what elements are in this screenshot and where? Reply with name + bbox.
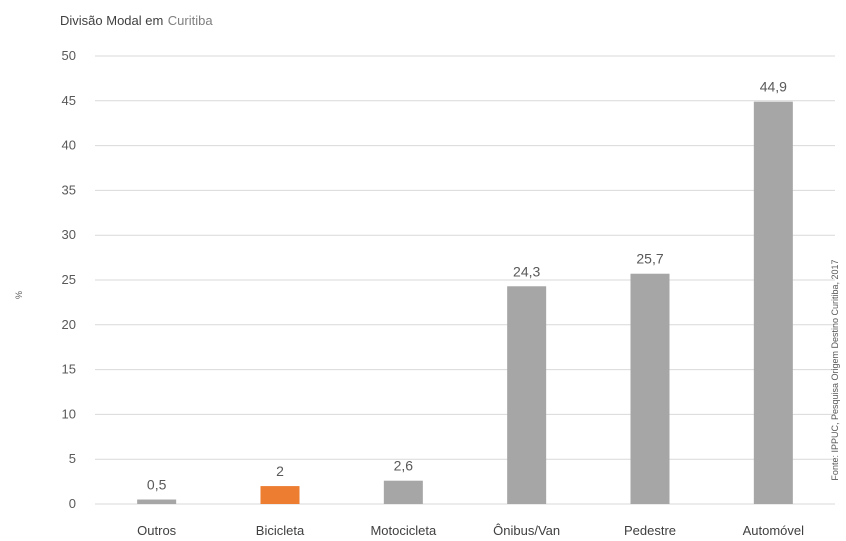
y-tick-label: 25 xyxy=(62,272,76,287)
y-tick-label: 30 xyxy=(62,227,76,242)
y-tick-label: 50 xyxy=(62,48,76,63)
bar-2 xyxy=(383,480,423,504)
x-axis-categories: Outros Bicicleta Motocicleta Ônibus/Van Pede… xyxy=(137,523,804,538)
chart-title: Divisão Modal em Curitiba xyxy=(60,12,213,29)
y-tick-label: 35 xyxy=(62,182,76,197)
category-label-5: Automóvel xyxy=(743,523,805,538)
category-label-2: Motocicleta xyxy=(370,523,437,538)
category-label-0: Outros xyxy=(137,523,177,538)
data-label-2: 2,6 xyxy=(394,458,414,474)
y-tick-label: 10 xyxy=(62,406,76,421)
y-tick-label: 40 xyxy=(62,138,76,153)
bar-3 xyxy=(507,286,547,504)
y-tick-label: 15 xyxy=(62,362,76,377)
y-tick-label: 5 xyxy=(69,451,76,466)
y-tick-label: 20 xyxy=(62,317,76,332)
y-axis-label: % xyxy=(14,291,24,299)
bar-1 xyxy=(260,486,300,504)
category-label-1: Bicicleta xyxy=(256,523,305,538)
data-label-3: 24,3 xyxy=(513,263,540,279)
category-label-4: Pedestre xyxy=(624,523,676,538)
gridlines xyxy=(95,55,835,505)
chart-title-highlight: Curitiba xyxy=(168,13,214,28)
bar-5 xyxy=(753,101,793,505)
bar-0 xyxy=(137,499,177,504)
data-label-4: 25,7 xyxy=(636,251,663,267)
category-label-3: Ônibus/Van xyxy=(493,523,560,538)
y-axis-ticks: 0 5 10 15 20 25 30 35 40 45 50 xyxy=(62,48,76,511)
bar-4 xyxy=(630,273,670,504)
data-label-0: 0,5 xyxy=(147,477,167,493)
y-tick-label: 0 xyxy=(69,496,76,511)
data-label-1: 2 xyxy=(276,463,284,479)
data-labels: 0,5 2 2,6 24,3 25,7 44,9 xyxy=(147,79,787,493)
source-note: Fonte: IPPUC, Pesquisa Origem Destino Cu… xyxy=(830,259,840,480)
data-label-5: 44,9 xyxy=(760,79,787,95)
y-tick-label: 45 xyxy=(62,93,76,108)
bars xyxy=(137,101,793,505)
chart-title-main: Divisão Modal em xyxy=(60,13,163,28)
